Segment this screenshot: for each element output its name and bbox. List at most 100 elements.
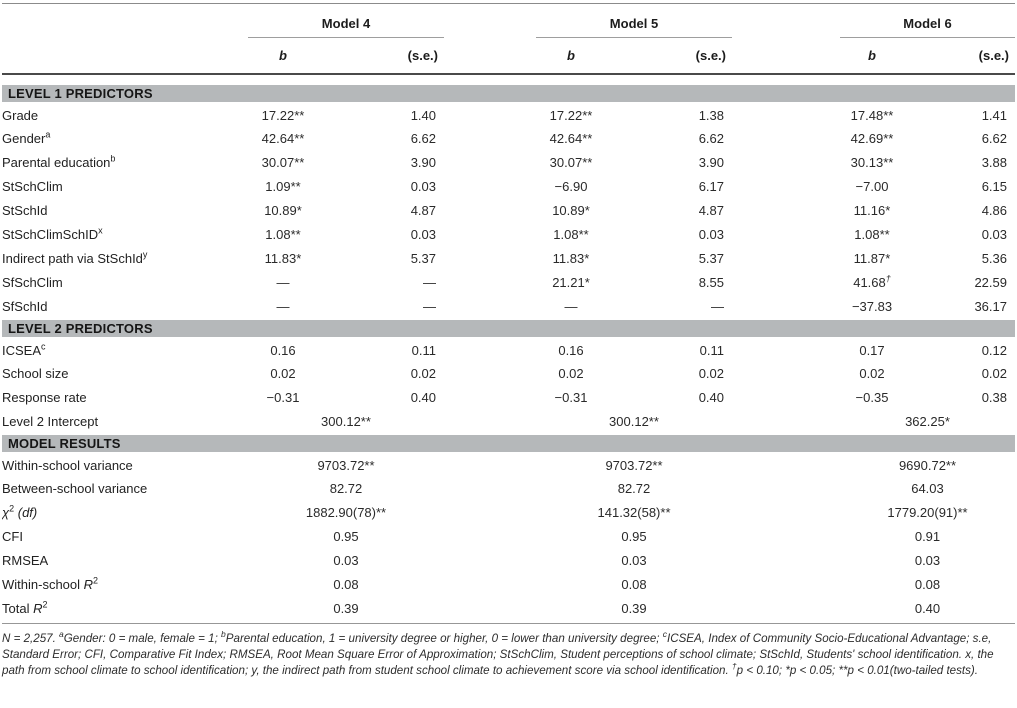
column-gap [732, 597, 840, 621]
row-rmsea: RMSEA 0.03 0.03 0.03 [2, 549, 1015, 573]
m4-b-value: 30.07** [261, 155, 305, 170]
column-gap [444, 295, 536, 319]
row-label: ICSEAc [2, 338, 248, 362]
section-model-results: MODEL RESULTS [2, 432, 1015, 454]
m6-span-value: 362.25* [905, 413, 950, 429]
row-label: School size [2, 362, 248, 386]
row-label-superscript: c [41, 341, 46, 352]
dagger-superscript: † [885, 273, 891, 284]
m5-b-value: 1.08** [553, 227, 589, 242]
row-cfi: CFI 0.95 0.95 0.91 [2, 525, 1015, 549]
section-title: MODEL RESULTS [2, 432, 1015, 454]
m6-span-value: 0.40 [914, 601, 941, 616]
column-gap [444, 175, 536, 199]
column-gap [732, 247, 840, 271]
m6-se-value: 0.12 [981, 342, 1007, 358]
m5-b-value: −0.31 [554, 390, 588, 405]
row-stschclim: StSchClim 1.09** 0.03 −6.90 6.17 −7.00 6… [2, 175, 1015, 199]
footnote-superscript-c: c [662, 628, 667, 639]
m5-se-value: 6.62 [698, 131, 724, 146]
m6-se-value: 1.41 [981, 107, 1007, 123]
row-indirect-path: Indirect path via StSchIdy 11.83* 5.37 1… [2, 247, 1015, 271]
m4-span-value: 0.03 [333, 553, 359, 568]
column-gap [732, 37, 840, 74]
column-gap [444, 501, 536, 525]
row-gender: Gendera 42.64** 6.62 42.64** 6.62 42.69*… [2, 127, 1015, 151]
column-gap [444, 103, 536, 127]
m4-se-col-header: (s.e.) [407, 47, 438, 63]
m5-se-value: 0.02 [698, 366, 724, 381]
m5-span-value: 141.32(58)** [597, 505, 671, 520]
model6-header: Model 6 [840, 4, 1015, 38]
m5-b-value: 0.16 [558, 342, 584, 358]
row-sfschid: SfSchId — — — — −37.83 36.17 [2, 295, 1015, 319]
column-gap [732, 175, 840, 199]
row-label-text: RMSEA [2, 553, 49, 568]
row-label-superscript: a [45, 129, 51, 140]
column-gap [732, 501, 840, 525]
row-label: StSchClimSchIDx [2, 223, 248, 247]
m6-se-value: 6.15 [981, 179, 1007, 194]
column-gap [732, 549, 840, 573]
row-label: χ2 (df) [2, 501, 248, 525]
row-label-superscript: b [110, 153, 116, 164]
column-gap [444, 453, 536, 477]
table-bottom-rule [2, 622, 1015, 624]
m6-b-value: −7.00 [855, 179, 889, 194]
column-gap [732, 151, 840, 175]
footnote-dagger: † [731, 660, 737, 671]
row-total-r2: Total R2 0.39 0.39 0.40 [2, 597, 1015, 621]
m4-se-value: — [423, 275, 436, 290]
row-label-text: Within-school [2, 577, 84, 592]
row-stschclimschid: StSchClimSchIDx 1.08** 0.03 1.08** 0.03 … [2, 223, 1015, 247]
row-label-text: StSchClimSchID [2, 227, 99, 242]
row-icsea: ICSEAc 0.16 0.11 0.16 0.11 0.17 0.12 [2, 338, 1015, 362]
column-gap [732, 103, 840, 127]
chi-symbol: χ [2, 505, 10, 520]
column-gap [732, 477, 840, 501]
footnote-parental-education-note: Parental education, 1 = university degre… [225, 631, 663, 645]
m4-span-value: 300.12** [321, 413, 371, 429]
m5-span-value: 0.03 [621, 553, 647, 568]
m4-se-value: 5.37 [410, 251, 436, 266]
m5-se-value: 0.11 [699, 342, 724, 358]
m4-se-value: 0.11 [411, 342, 436, 358]
m4-b-value: 1.09** [265, 179, 301, 194]
chi-exponent: 2 [9, 503, 15, 514]
m5-b-value: 30.07** [549, 155, 593, 170]
m6-b-value: 11.16* [853, 203, 891, 218]
column-gap [444, 247, 536, 271]
row-label-text: Grade [2, 107, 39, 123]
row-label: Indirect path via StSchIdy [2, 247, 248, 271]
column-gap [732, 410, 840, 434]
row-label: Grade [2, 103, 248, 127]
row-label-text: CFI [2, 529, 23, 544]
m4-se-value: 6.62 [410, 131, 436, 146]
m5-se-value: 4.87 [698, 203, 724, 218]
row-label: Between-school variance [2, 477, 248, 501]
row-label: StSchClim [2, 175, 248, 199]
m4-se-value: 4.87 [410, 203, 436, 218]
row-label-superscript: y [142, 249, 148, 260]
m4-b-value: 42.64** [261, 131, 305, 146]
row-school-size: School size 0.02 0.02 0.02 0.02 0.02 0.0… [2, 362, 1015, 386]
column-gap [732, 386, 840, 410]
row-label: SfSchClim [2, 271, 248, 295]
m6-se-value: 0.02 [981, 366, 1007, 381]
column-gap [444, 597, 536, 621]
m6-se-value: 4.86 [981, 203, 1007, 218]
footnote-superscript-b: b [221, 628, 226, 639]
m4-b-value: 10.89* [264, 203, 302, 218]
m6-se-value: 5.36 [981, 251, 1007, 266]
m6-b-value: 0.02 [859, 366, 885, 381]
row-label-text: SfSchClim [2, 275, 63, 290]
row-label: Level 2 Intercept [2, 410, 248, 434]
r-exponent: 2 [93, 575, 99, 586]
row-level2-intercept: Level 2 Intercept 300.12** 300.12** 362.… [2, 410, 1015, 434]
row-parental-education: Parental educationb 30.07** 3.90 30.07**… [2, 151, 1015, 175]
column-gap [444, 477, 536, 501]
m6-b-value: 42.69** [850, 131, 894, 146]
row-label-text: ICSEA [2, 342, 42, 358]
column-gap [444, 4, 536, 37]
footnote-significance-levels: p < 0.10; *p < 0.05; **p < 0.01(two-tail… [736, 663, 979, 677]
